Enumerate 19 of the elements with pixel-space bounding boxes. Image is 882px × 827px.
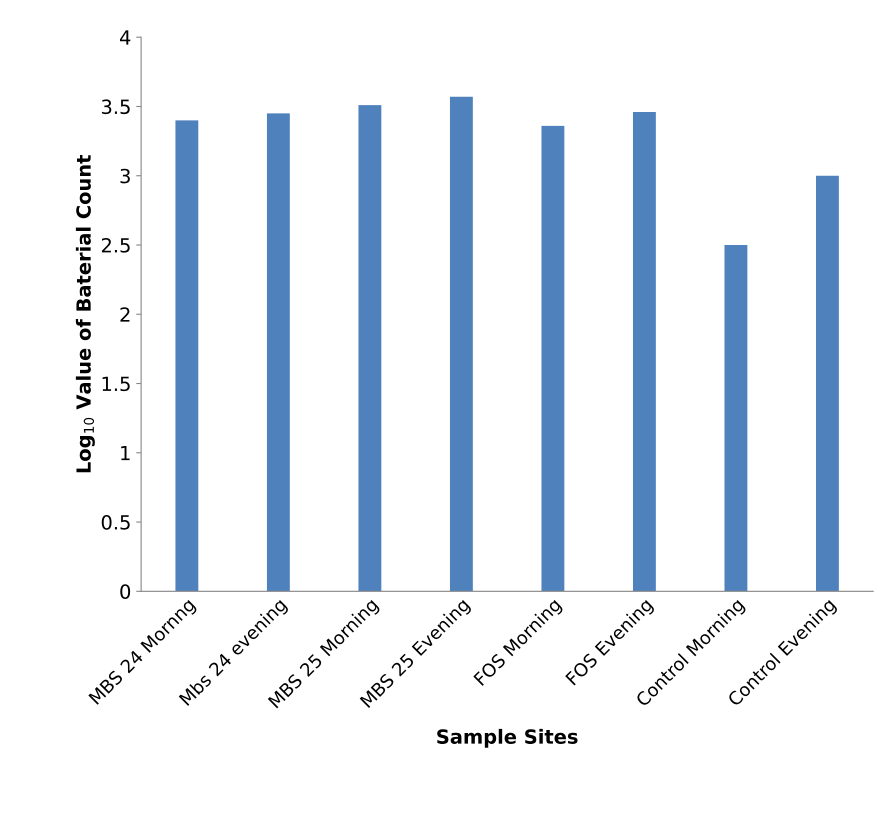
y-tick-label: 0 — [120, 584, 130, 599]
y-tick-label: 2.5 — [102, 238, 130, 253]
y-tick-label: 3 — [120, 168, 130, 184]
bar — [175, 120, 198, 592]
bar — [816, 176, 839, 592]
y-tick-label: 0.5 — [102, 515, 130, 530]
bar — [541, 126, 564, 592]
y-tick-label: 1.5 — [102, 376, 130, 392]
y-tick-label: 1 — [121, 446, 130, 460]
y-tick-label: 4 — [120, 30, 130, 45]
x-axis-title: Sample Sites — [437, 728, 578, 748]
bar — [632, 112, 656, 592]
bar — [450, 96, 473, 592]
y-axis-title: Log$_{10}$ Value of Baterial Count — [76, 155, 95, 472]
bar — [358, 105, 382, 592]
bar — [266, 113, 290, 592]
y-tick-label: 3.5 — [102, 99, 130, 114]
bar — [724, 245, 748, 592]
y-tick-label: 2 — [120, 307, 130, 322]
